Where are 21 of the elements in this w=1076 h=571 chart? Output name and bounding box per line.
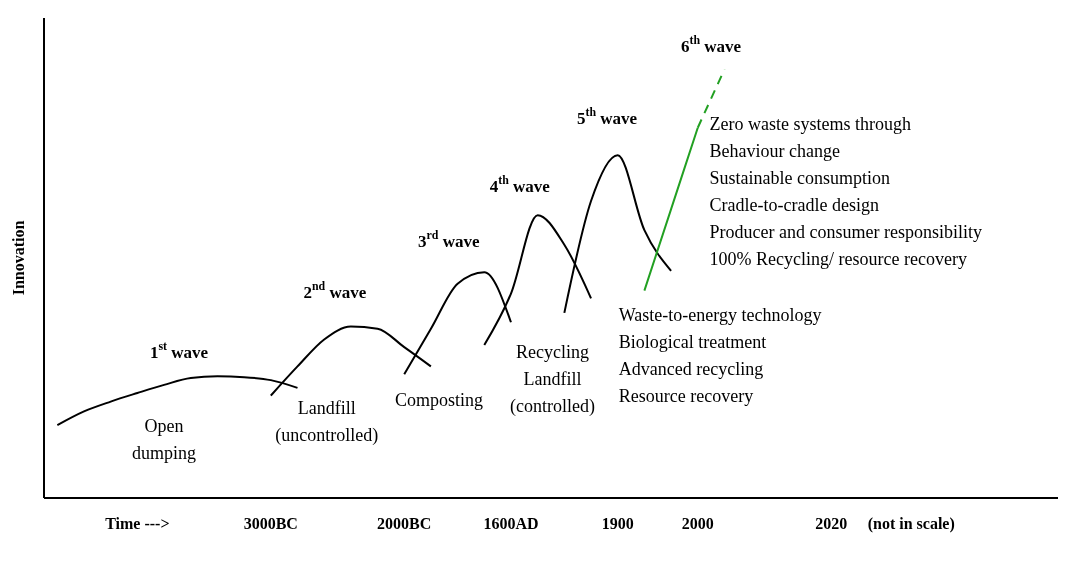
annotation: Zero waste systems through Behaviour change Sustainable consumption Cradle-to-cradle design Producer and consumer responsibility 100% Recycling/ resource recovery: [709, 114, 982, 270]
y-axis-title: Innovation: [9, 220, 27, 296]
x-tick-label: 3000BC: [243, 515, 298, 533]
annotation: Recycling Landfill (controlled): [510, 342, 596, 418]
annotation: Landfill (uncontrolled): [275, 398, 379, 447]
annotation: 3$^{rd}$ wave: [418, 227, 480, 251]
x-tick-label: (not in scale): [867, 515, 955, 534]
annotation: 4$^{th}$ wave: [489, 172, 551, 197]
x-tick-label: 2000BC: [377, 515, 432, 533]
annotation: 1$^{st}$ wave: [149, 338, 209, 362]
x-tick-label: Time --->: [105, 515, 170, 533]
annotation: Composting: [394, 390, 483, 411]
text: 6$^{th}$ wave: [681, 32, 742, 56]
x-tick-label: 2020: [815, 515, 848, 533]
x-tick-label: 1900: [601, 515, 634, 533]
annotation: Open dumping: [132, 415, 197, 463]
annotation: 5$^{th}$ wave: [576, 104, 638, 128]
x-tick-label: 1600AD: [483, 515, 539, 533]
annotation: 2$^{nd}$ wave: [303, 278, 367, 302]
annotation: Waste-to-energy technology Biological treatment Advanced recycling Resource recovery: [618, 304, 822, 406]
x-tick-label: 2000: [681, 515, 714, 533]
